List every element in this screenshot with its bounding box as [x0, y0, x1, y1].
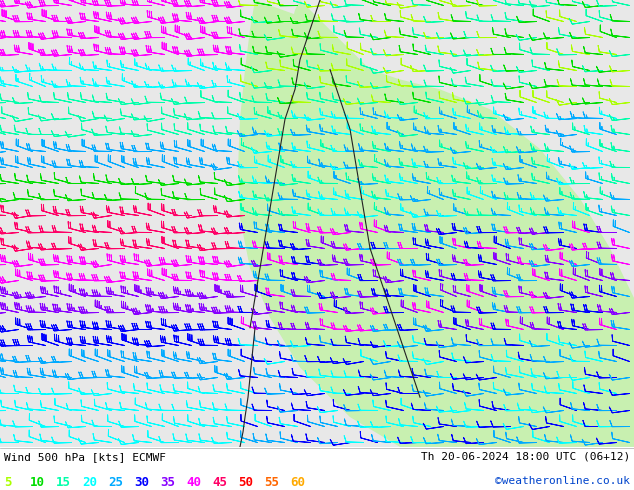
Polygon shape	[238, 0, 634, 447]
Text: 55: 55	[264, 476, 279, 489]
Text: Th 20-06-2024 18:00 UTC (06+12): Th 20-06-2024 18:00 UTC (06+12)	[421, 452, 630, 462]
Text: 5: 5	[4, 476, 11, 489]
Text: 50: 50	[238, 476, 253, 489]
Polygon shape	[290, 0, 400, 139]
Text: 60: 60	[290, 476, 305, 489]
Text: 30: 30	[134, 476, 149, 489]
Text: ©weatheronline.co.uk: ©weatheronline.co.uk	[495, 476, 630, 486]
Text: 35: 35	[160, 476, 175, 489]
Text: 45: 45	[212, 476, 227, 489]
Text: Wind 500 hPa [kts] ECMWF: Wind 500 hPa [kts] ECMWF	[4, 452, 166, 462]
Text: 25: 25	[108, 476, 123, 489]
Text: 10: 10	[30, 476, 45, 489]
Text: 40: 40	[186, 476, 201, 489]
Text: 20: 20	[82, 476, 97, 489]
Text: 15: 15	[56, 476, 71, 489]
